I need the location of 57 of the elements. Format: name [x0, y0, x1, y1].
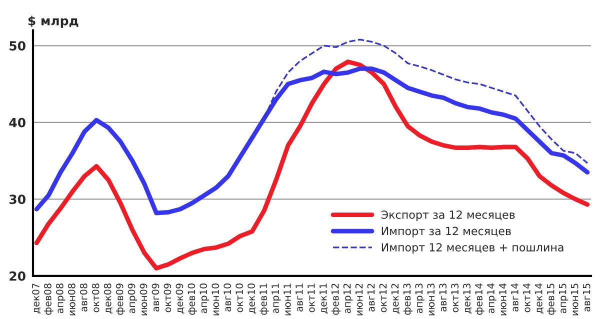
x-tick-label: авг15	[583, 284, 590, 312]
y-axis-title: $ млрд	[28, 16, 78, 28]
x-tick-label: июн11	[284, 284, 291, 316]
x-tick-label: дек11	[320, 284, 328, 314]
x-tick-label: авг09	[152, 284, 160, 312]
x-tick-label: фев12	[331, 284, 341, 315]
y-tick-label: 40	[9, 118, 26, 128]
x-tick-label: дек13	[463, 284, 472, 314]
x-tick-label: фев11	[260, 284, 269, 315]
x-tick-label: авг11	[296, 284, 303, 312]
x-tick-label: июн14	[499, 283, 506, 316]
x-tick-label: апр08	[56, 284, 66, 314]
x-tick-label: июн10	[212, 284, 220, 316]
x-tick-label: окт10	[236, 284, 243, 312]
x-tick-label: дек09	[176, 284, 184, 314]
legend-label: Импорт за 12 месяцев	[382, 226, 511, 238]
x-tick-label: апр14	[487, 283, 496, 314]
x-tick-label: фев09	[116, 284, 126, 315]
x-tick-label: апр11	[272, 284, 281, 314]
x-tick-label: авг08	[80, 284, 88, 312]
x-tick-label: июн08	[68, 284, 76, 316]
line-series	[34, 60, 590, 270]
x-tick-label: окт12	[379, 284, 387, 312]
x-tick-label: июн12	[355, 284, 363, 316]
x-tick-label: окт08	[92, 284, 100, 312]
x-tick-label: фев10	[188, 284, 197, 315]
x-tick-label: окт09	[164, 284, 172, 312]
y-tick-label: 50	[10, 41, 26, 51]
x-tick-label: дек14	[535, 283, 544, 314]
legend-label: Экспорт за 12 месяцев	[381, 210, 515, 222]
x-tick-label: окт13	[451, 284, 459, 312]
x-tick-label: июн09	[140, 284, 148, 316]
x-tick-label: фев13	[403, 284, 412, 315]
x-tick-label: фев08	[44, 284, 54, 315]
x-tick-label: окт14	[523, 283, 530, 312]
x-tick-label: дек08	[104, 284, 112, 314]
x-tick-label: июн15	[571, 284, 578, 316]
x-tick-label: апр10	[200, 284, 209, 314]
y-tick-label: 30	[9, 194, 26, 204]
legend-label: Импорт 12 месяцев + пошлина	[382, 243, 564, 254]
x-tick-label: авг12	[367, 284, 375, 312]
x-tick-label: фев15	[547, 284, 556, 315]
x-tick-label: апр09	[128, 284, 138, 314]
line-series	[263, 38, 588, 164]
x-tick-label: дек10	[248, 284, 256, 314]
x-tick-label: авг13	[439, 284, 447, 312]
x-tick-label: апр12	[343, 284, 353, 314]
x-tick-label: дек12	[391, 284, 400, 314]
x-tick-label: апр13	[415, 284, 424, 314]
x-tick-label: авг10	[224, 284, 231, 312]
x-tick-label: окт11	[308, 284, 315, 312]
x-tick-label: фев14	[475, 283, 484, 315]
x-tick-label: авг14	[511, 283, 518, 312]
x-tick-label: апр15	[559, 284, 568, 314]
x-tick-label: июн13	[427, 284, 435, 316]
x-tick-label: дек07	[32, 284, 41, 314]
y-tick-label: 20	[10, 271, 26, 281]
